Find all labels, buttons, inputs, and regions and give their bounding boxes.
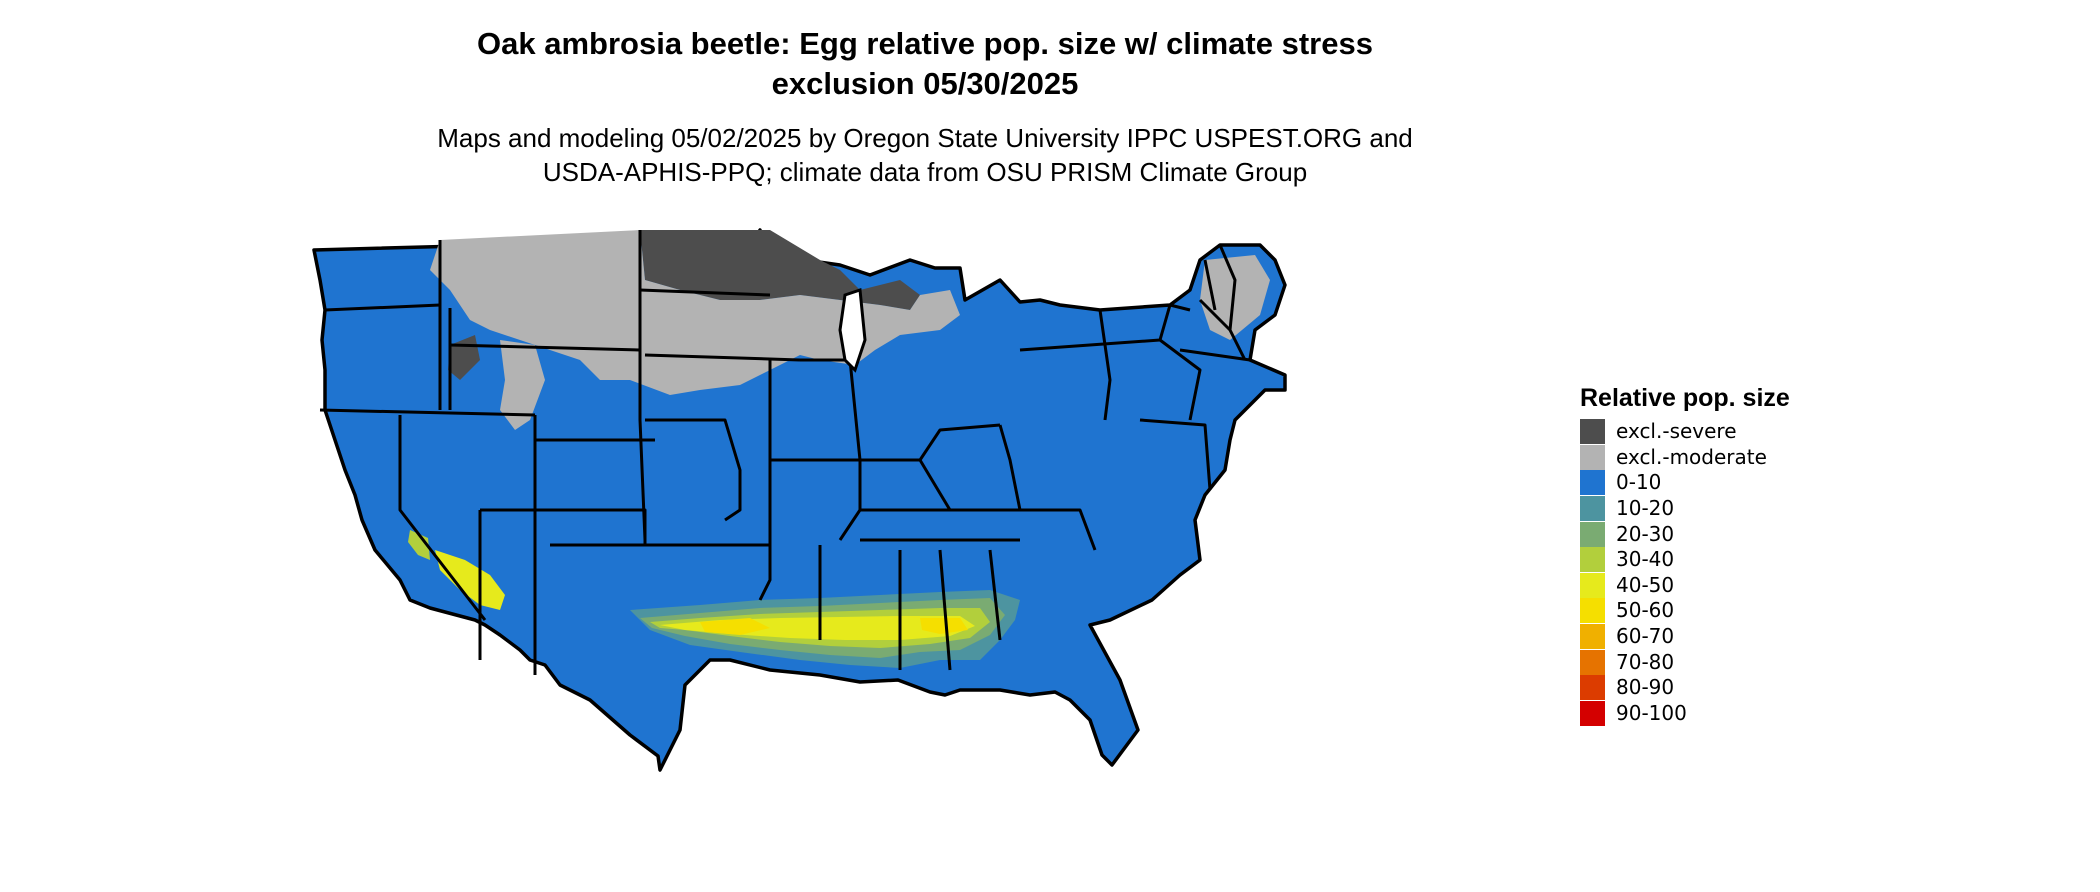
legend-swatch: [1580, 700, 1605, 726]
legend: Relative pop. size excl.-severe excl.-mod…: [1580, 383, 2000, 726]
legend-label: 70-80: [1616, 649, 1675, 674]
map-subtitle: Maps and modeling 05/02/2025 by Oregon S…: [0, 121, 1850, 189]
legend-swatch: [1580, 547, 1605, 573]
legend-item: 60-70: [1580, 624, 2000, 650]
legend-swatch: [1580, 675, 1605, 701]
zone-southwest-green: [408, 530, 430, 560]
legend-label: 10-20: [1616, 496, 1675, 521]
us-map: [312, 228, 1287, 772]
legend-item: 70-80: [1580, 649, 2000, 675]
legend-swatch: [1580, 572, 1605, 598]
zone-excl-moderate-plains: [430, 230, 960, 395]
zone-southwest-yellow: [435, 550, 505, 610]
legend-item: 50-60: [1580, 598, 2000, 624]
legend-label: 90-100: [1616, 700, 1687, 725]
legend-swatch: [1580, 444, 1605, 470]
us-landmass: [312, 228, 1287, 772]
map-subtitle-line-2: USDA-APHIS-PPQ; climate data from OSU PR…: [542, 157, 1308, 187]
legend-title: Relative pop. size: [1580, 384, 1790, 412]
zone-50-60-ga: [920, 618, 968, 634]
legend-swatch: [1580, 624, 1605, 650]
legend-label: 80-90: [1616, 675, 1675, 700]
legend-label: 50-60: [1616, 598, 1675, 623]
legend-item: 20-30: [1580, 521, 2000, 547]
map-title: Oak ambrosia beetle: Egg relative pop. s…: [0, 24, 1850, 104]
legend-item: 80-90: [1580, 675, 2000, 701]
legend-swatch: [1580, 649, 1605, 675]
legend-swatch: [1580, 419, 1605, 445]
legend-item: 40-50: [1580, 572, 2000, 599]
zone-excl-severe-north: [640, 230, 920, 310]
legend-swatch: [1580, 521, 1605, 547]
legend-label: 60-70: [1616, 624, 1675, 649]
zone-50-60-tx: [700, 618, 770, 635]
legend-label: 20-30: [1616, 521, 1675, 546]
legend-item: 90-100: [1580, 700, 2000, 727]
map-title-line-2: exclusion 05/30/2025: [771, 66, 1079, 101]
legend-label: excl.-severe: [1616, 419, 1737, 444]
legend-items: excl.-severe excl.-moderate 0-10 10-20 20-30…: [1580, 419, 2000, 726]
zone-excl-moderate-rockies: [500, 340, 545, 430]
legend-swatch: [1580, 496, 1605, 522]
state-borders: [319, 230, 1251, 675]
legend-item: 10-20: [1580, 496, 2000, 522]
map-subtitle-line-1: Maps and modeling 05/02/2025 by Oregon S…: [437, 123, 1413, 153]
legend-item: 0-10: [1580, 470, 2000, 496]
legend-label: 0-10: [1616, 470, 1662, 495]
legend-label: 30-40: [1616, 547, 1675, 572]
legend-item: excl.-moderate: [1580, 444, 2000, 471]
legend-label: 40-50: [1616, 572, 1675, 597]
legend-item: 30-40: [1580, 547, 2000, 573]
legend-swatch: [1580, 470, 1605, 496]
lake-michigan: [838, 287, 867, 373]
legend-item: excl.-severe: [1580, 419, 2000, 445]
legend-label: excl.-moderate: [1616, 444, 1767, 469]
legend-swatch: [1580, 598, 1605, 624]
map-title-line-1: Oak ambrosia beetle: Egg relative pop. s…: [477, 26, 1373, 61]
